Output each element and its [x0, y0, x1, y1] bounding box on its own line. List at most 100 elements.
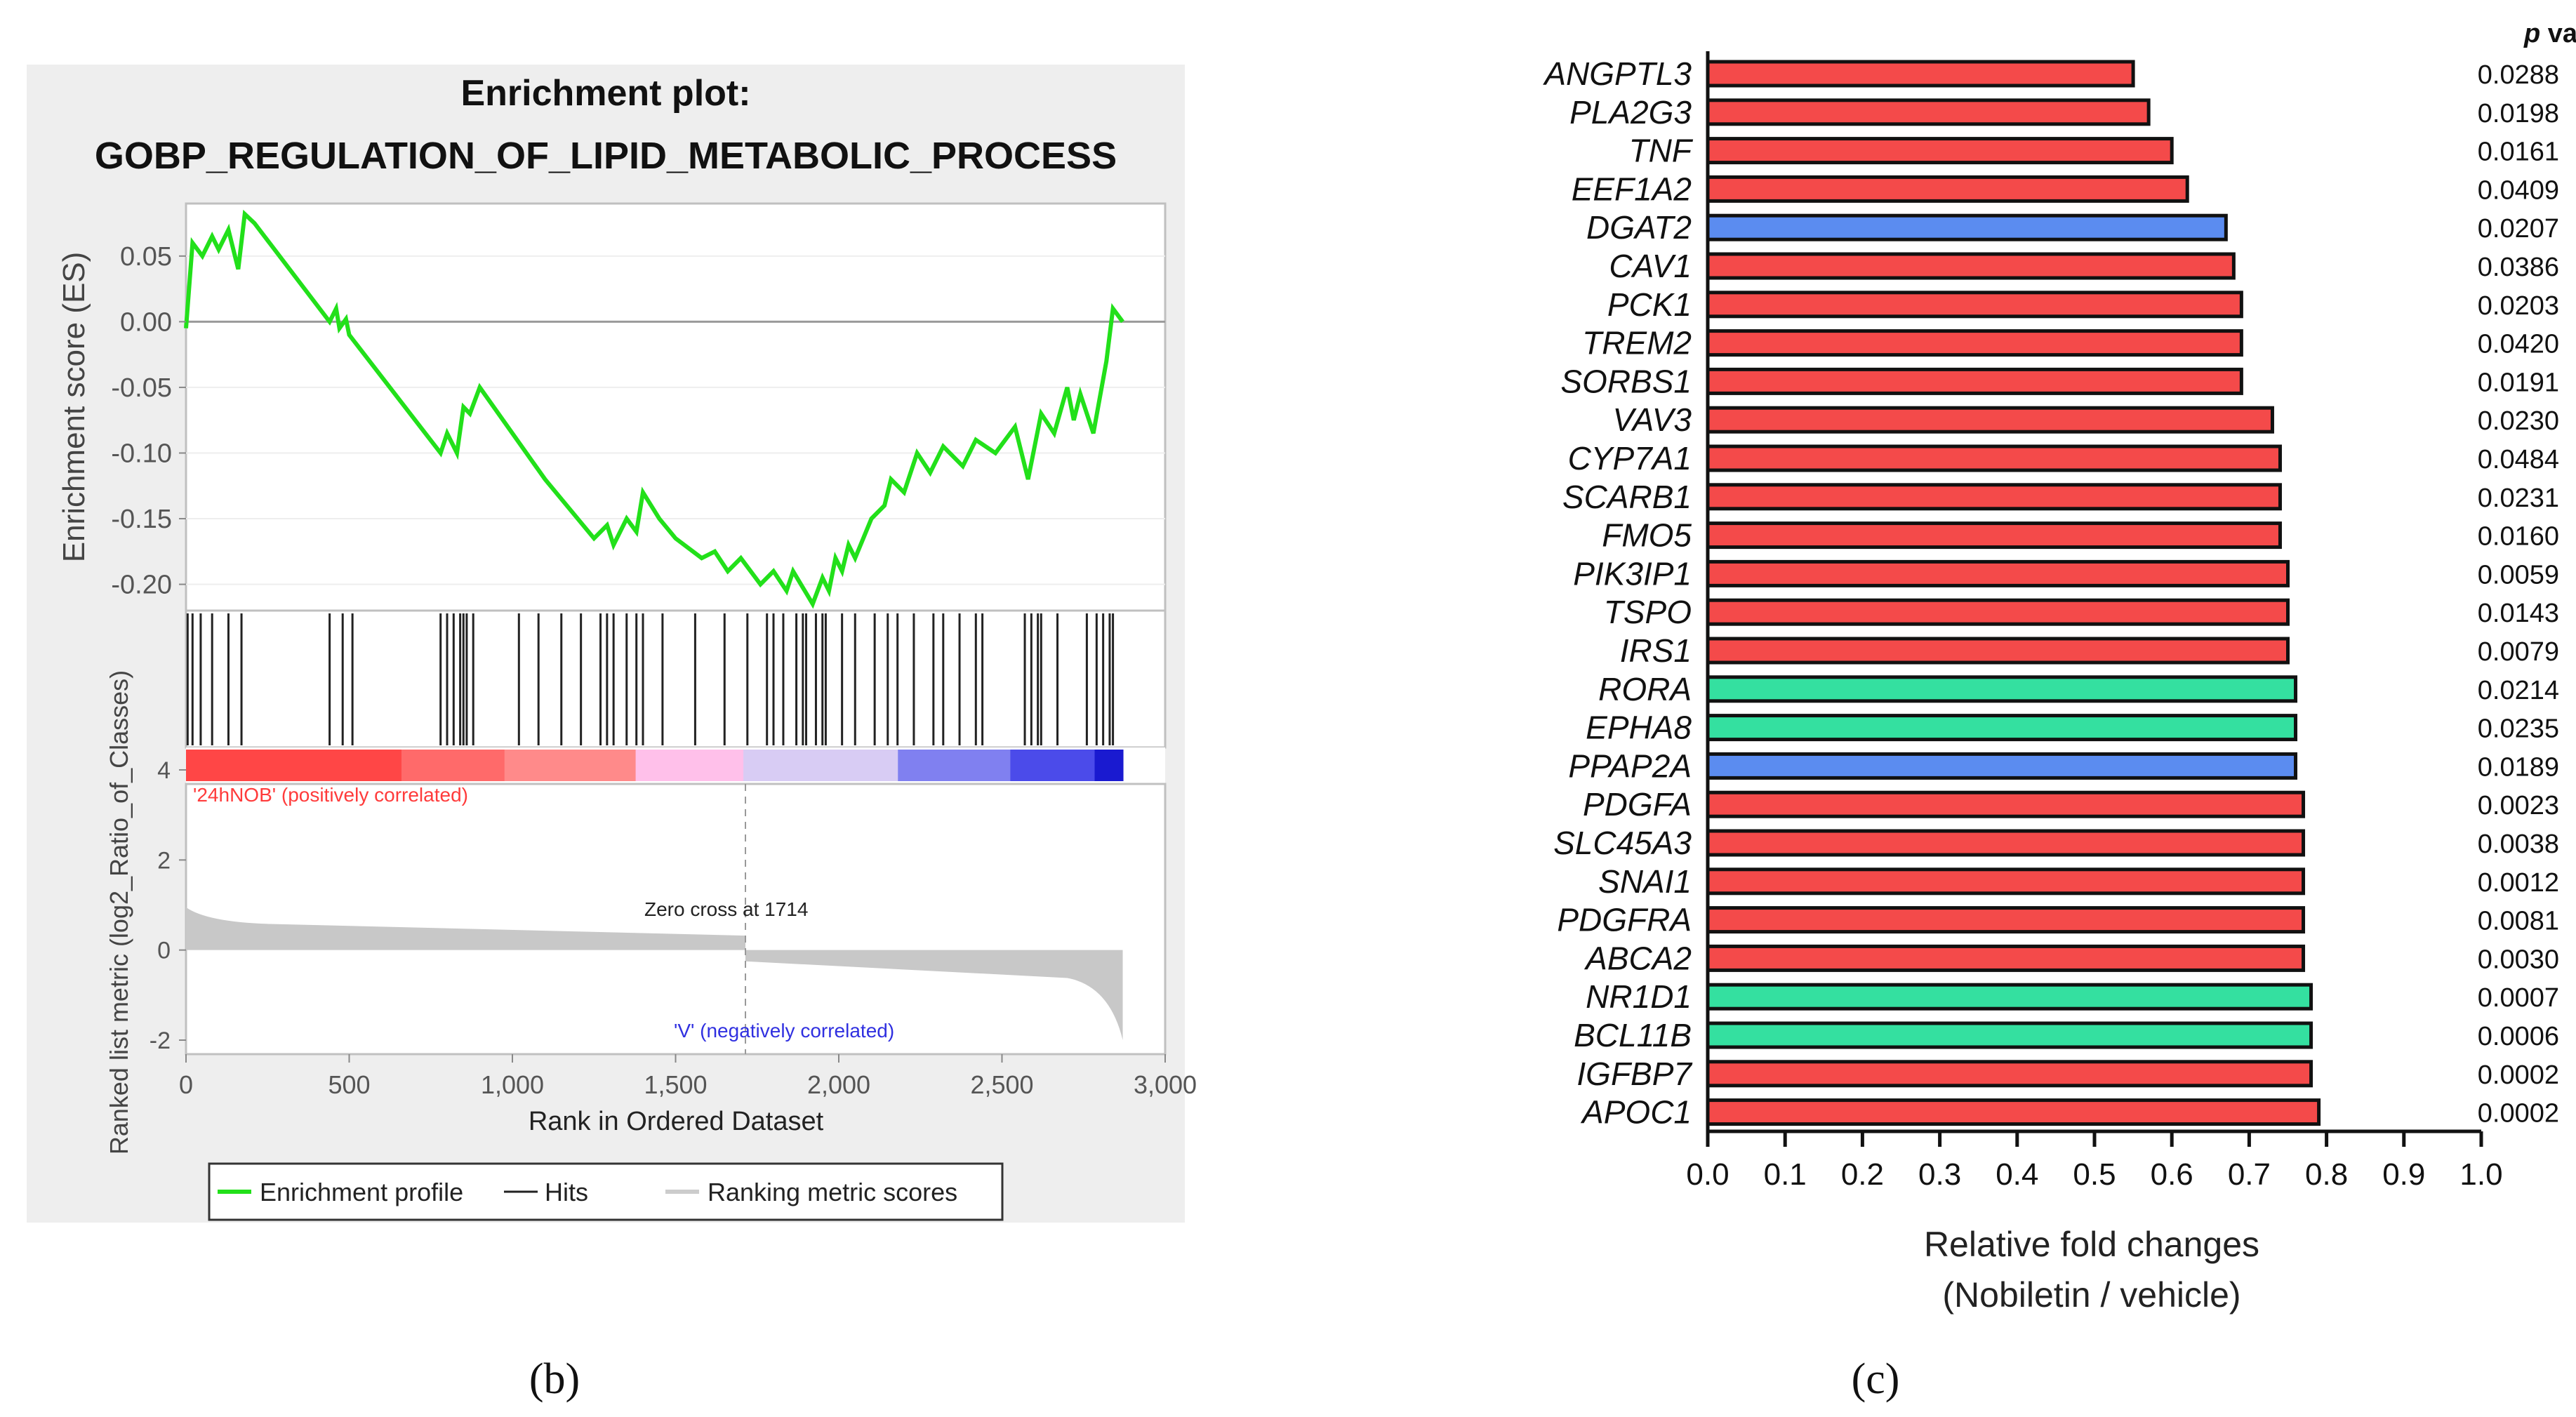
- p-value-label: 0.0059: [2478, 560, 2559, 590]
- heat-bar-segment: [635, 750, 745, 781]
- metric-plot-area: [185, 783, 1167, 1056]
- es-plot-area: [185, 202, 1167, 612]
- p-value-label: 0.0235: [2478, 714, 2559, 744]
- gene-label: PDGFA: [1583, 786, 1692, 823]
- rank-x-ticks: 0 500 1,000 1,500 2,000 2,500 3,000: [179, 1054, 1197, 1099]
- es-y-tick-label: -0.20: [111, 571, 172, 600]
- fold-change-bar: [1706, 829, 2306, 857]
- fold-change-axis: 0.0 0.1 0.2 0.3 0.4 0.5 0.6 0.7 0.8 0.9 1.0: [1686, 51, 2503, 1192]
- fold-change-x-tick-label: 0.8: [2305, 1157, 2348, 1192]
- es-y-tick-label: -0.15: [111, 505, 172, 534]
- rank-x-tick-label: 0: [179, 1070, 193, 1099]
- hits-plot-area: [185, 609, 1167, 749]
- fold-change-bar: [1706, 406, 2274, 434]
- heat-bar-segment: [1010, 750, 1096, 781]
- rank-x-tick-label: 500: [328, 1070, 370, 1099]
- panel-b-label: (b): [529, 1355, 580, 1403]
- heat-bar: [186, 750, 1124, 781]
- fold-change-bar: [1706, 1060, 2313, 1088]
- rank-x-tick-label: 1,000: [481, 1070, 544, 1099]
- heat-bar-segment: [743, 750, 899, 781]
- gene-label: NR1D1: [1586, 978, 1692, 1015]
- gene-label: SORBS1: [1560, 363, 1692, 399]
- es-y-tick-label: 0.00: [120, 307, 172, 337]
- p-value-labels: 0.0288 0.0198 0.0161 0.0409 0.0207 0.0386 0.02…: [2478, 60, 2559, 1129]
- legend-profile-label: Enrichment profile: [260, 1178, 463, 1206]
- p-value-label: 0.0161: [2478, 138, 2559, 167]
- rank-x-tick-label: 2,500: [970, 1070, 1033, 1099]
- es-y-ticks: 0.05 0.00 -0.05 -0.10 -0.15 -0.20: [111, 242, 186, 600]
- gene-label: PIK3IP1: [1573, 555, 1692, 592]
- p-value-label: 0.0420: [2478, 330, 2559, 359]
- gene-label: IGFBP7: [1576, 1056, 1692, 1092]
- fold-change-bar: [1706, 598, 2290, 626]
- fold-change-x-tick-label: 0.0: [1686, 1157, 1729, 1192]
- fold-change-bar: [1706, 906, 2306, 934]
- fold-change-bar: [1706, 1021, 2313, 1049]
- fold-change-bar: [1706, 790, 2306, 818]
- legend-box: [208, 1162, 1004, 1221]
- heat-bar-segment: [1094, 750, 1124, 781]
- gene-label: CYP7A1: [1568, 440, 1692, 477]
- gene-label: TREM2: [1582, 325, 1692, 361]
- p-value-label: 0.0079: [2478, 637, 2559, 667]
- enrichment-profile-line: [184, 209, 1124, 609]
- fold-change-x-label-line2: (Nobiletin / vehicle): [1942, 1275, 2240, 1315]
- fold-change-x-tick-label: 0.7: [2228, 1157, 2271, 1192]
- p-value-header-p: p: [2523, 19, 2540, 48]
- fold-change-x-tick-label: 0.4: [1996, 1157, 2038, 1192]
- p-value-label: 0.0288: [2478, 60, 2559, 90]
- gene-label: PDGFRA: [1557, 902, 1692, 938]
- fold-change-x-tick-label: 0.1: [1764, 1157, 1807, 1192]
- p-value-label: 0.0038: [2478, 830, 2559, 859]
- gene-label: DGAT2: [1586, 209, 1692, 246]
- fold-change-x-tick-label: 1.0: [2459, 1157, 2502, 1192]
- fold-change-bar: [1706, 559, 2290, 587]
- fold-change-bar: [1706, 944, 2306, 972]
- fold-change-bar: [1706, 1098, 2321, 1126]
- positive-correlated-label: '24hNOB' (positively correlated): [193, 784, 468, 806]
- gene-label: TNF: [1629, 133, 1694, 169]
- heat-bar-segment: [504, 750, 637, 781]
- fold-change-bar: [1706, 675, 2298, 703]
- p-value-label: 0.0198: [2478, 99, 2559, 128]
- enrichment-title-line2: GOBP_REGULATION_OF_LIPID_METABOLIC_PROCE…: [95, 135, 1117, 177]
- fold-change-bar: [1706, 483, 2282, 511]
- fold-change-bar: [1706, 637, 2290, 665]
- p-value-label: 0.0030: [2478, 945, 2559, 974]
- fold-change-bar: [1706, 983, 2313, 1011]
- rank-x-tick-label: 3,000: [1134, 1070, 1197, 1099]
- fold-change-bar: [1706, 213, 2228, 241]
- p-value-label: 0.0002: [2478, 1099, 2559, 1129]
- zero-cross-label: Zero cross at 1714: [644, 898, 808, 920]
- gene-label: CAV1: [1609, 248, 1692, 284]
- metric-y-axis-label: Ranked list metric (log2_Ratio_of_Classe…: [105, 670, 133, 1155]
- gene-label: ABCA2: [1584, 940, 1692, 976]
- legend-ranking-label: Ranking metric scores: [708, 1178, 957, 1206]
- fold-change-x-tick-label: 0.6: [2151, 1157, 2193, 1192]
- gene-label: APOC1: [1580, 1094, 1692, 1131]
- fold-change-bar: [1706, 367, 2243, 395]
- hit-lines: [186, 613, 1115, 745]
- p-value-label: 0.0143: [2478, 599, 2559, 628]
- es-y-tick-label: -0.10: [111, 439, 172, 468]
- p-value-label: 0.0231: [2478, 484, 2559, 513]
- p-value-label: 0.0214: [2478, 676, 2559, 705]
- p-value-label: 0.0081: [2478, 907, 2559, 936]
- rank-x-tick-label: 2,000: [807, 1070, 870, 1099]
- es-y-axis-label: Enrichment score (ES): [57, 252, 91, 563]
- p-value-label: 0.0002: [2478, 1060, 2559, 1090]
- gene-label: EEF1A2: [1572, 171, 1692, 207]
- p-value-label: 0.0191: [2478, 368, 2559, 397]
- panel-b-label-text: (b): [529, 1355, 580, 1403]
- gene-label: SLC45A3: [1553, 825, 1692, 861]
- fold-change-bar: [1706, 752, 2298, 780]
- fold-change-bar: [1706, 714, 2298, 742]
- p-value-label: 0.0484: [2478, 445, 2559, 474]
- metric-y-tick-label: 0: [157, 938, 171, 964]
- fold-change-x-tick-label: 0.2: [1841, 1157, 1884, 1192]
- metric-y-tick-label: 4: [157, 757, 171, 784]
- negative-correlated-label: 'V' (negatively correlated): [674, 1020, 894, 1042]
- gene-label: EPHA8: [1586, 710, 1692, 746]
